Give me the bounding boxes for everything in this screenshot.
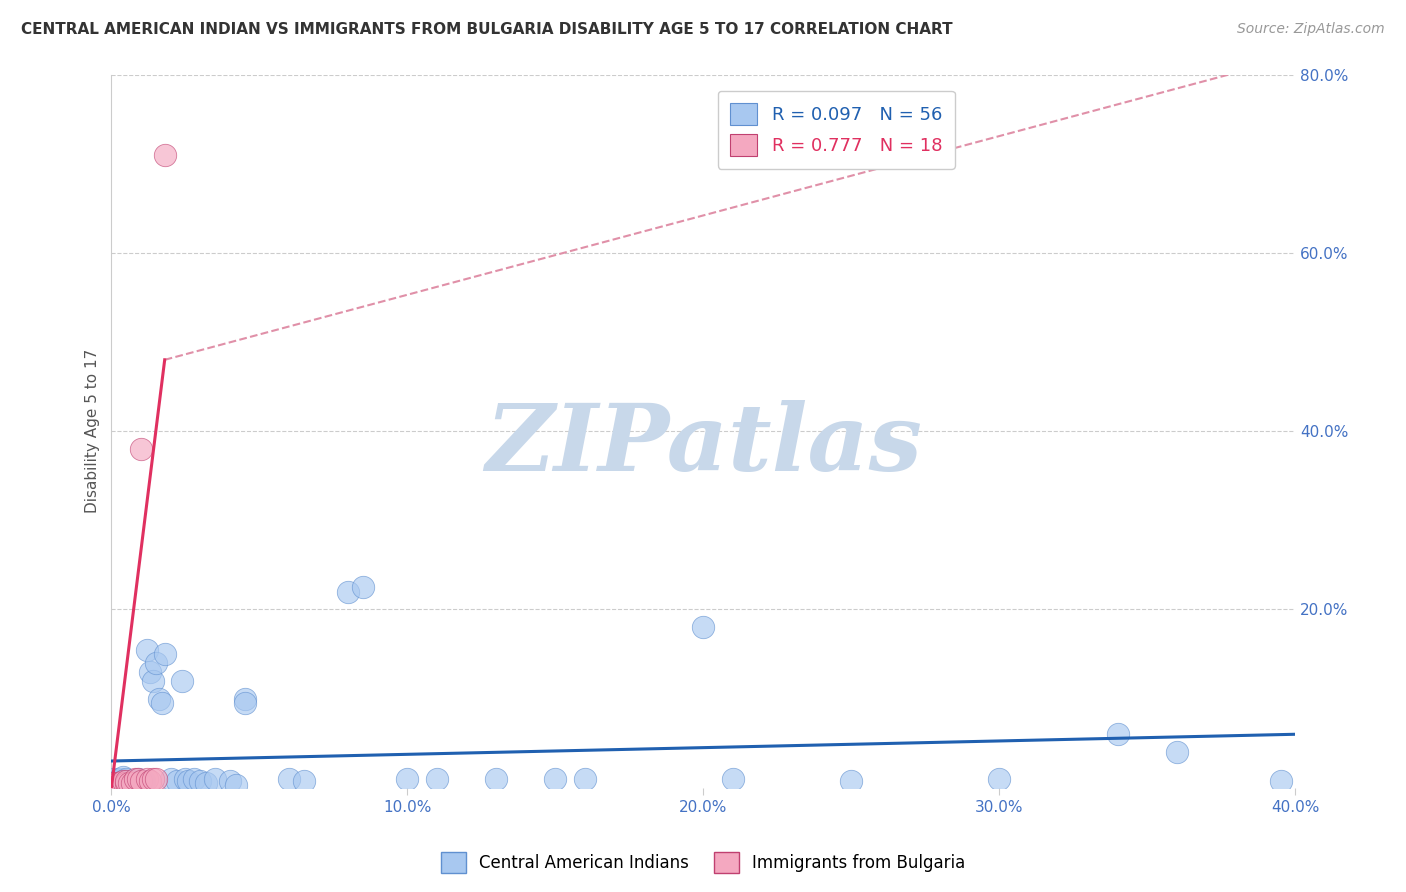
Point — [110, 775, 132, 789]
Point — [145, 772, 167, 786]
Point — [145, 656, 167, 670]
Point — [485, 772, 508, 786]
Point — [129, 776, 152, 790]
Point — [118, 776, 141, 790]
Text: Source: ZipAtlas.com: Source: ZipAtlas.com — [1237, 22, 1385, 37]
Point — [544, 772, 567, 786]
Point — [139, 773, 162, 788]
Point — [129, 442, 152, 456]
Point — [110, 778, 132, 792]
Point — [188, 773, 211, 788]
Point — [124, 776, 146, 790]
Point — [112, 773, 135, 788]
Point — [105, 773, 128, 788]
Point — [139, 665, 162, 679]
Point — [337, 584, 360, 599]
Point — [105, 776, 128, 790]
Text: ZIPatlas: ZIPatlas — [485, 401, 922, 491]
Point — [127, 775, 149, 789]
Point — [225, 778, 247, 792]
Point — [103, 772, 125, 786]
Point — [129, 773, 152, 788]
Point — [721, 772, 744, 786]
Point — [121, 776, 143, 790]
Point — [150, 696, 173, 710]
Point — [278, 772, 301, 786]
Point — [233, 696, 256, 710]
Point — [292, 773, 315, 788]
Point — [204, 772, 226, 786]
Point — [127, 772, 149, 786]
Point — [1166, 745, 1188, 759]
Point — [142, 772, 165, 786]
Point — [105, 776, 128, 790]
Point — [988, 772, 1011, 786]
Point — [115, 776, 138, 790]
Point — [115, 773, 138, 788]
Point — [159, 772, 181, 786]
Legend: Central American Indians, Immigrants from Bulgaria: Central American Indians, Immigrants fro… — [434, 846, 972, 880]
Point — [115, 772, 138, 786]
Point — [112, 773, 135, 788]
Point — [142, 673, 165, 688]
Point — [841, 773, 863, 788]
Point — [136, 642, 159, 657]
Point — [153, 147, 176, 161]
Point — [110, 772, 132, 786]
Text: CENTRAL AMERICAN INDIAN VS IMMIGRANTS FROM BULGARIA DISABILITY AGE 5 TO 17 CORRE: CENTRAL AMERICAN INDIAN VS IMMIGRANTS FR… — [21, 22, 953, 37]
Point — [124, 773, 146, 788]
Point — [172, 673, 194, 688]
Point — [153, 647, 176, 661]
Point — [124, 772, 146, 786]
Point — [118, 776, 141, 790]
Point — [112, 770, 135, 784]
Point — [218, 773, 240, 788]
Point — [352, 580, 374, 594]
Point — [574, 772, 596, 786]
Point — [129, 773, 152, 788]
Point — [121, 775, 143, 789]
Point — [174, 772, 197, 786]
Point — [110, 776, 132, 790]
Legend: R = 0.097   N = 56, R = 0.777   N = 18: R = 0.097 N = 56, R = 0.777 N = 18 — [717, 91, 955, 169]
Point — [118, 773, 141, 788]
Point — [195, 776, 218, 790]
Point — [177, 773, 200, 788]
Point — [233, 691, 256, 706]
Point — [103, 776, 125, 790]
Point — [148, 691, 170, 706]
Point — [426, 772, 449, 786]
Point — [183, 772, 205, 786]
Point — [132, 773, 155, 788]
Point — [136, 772, 159, 786]
Point — [166, 773, 188, 788]
Point — [115, 776, 138, 790]
Y-axis label: Disability Age 5 to 17: Disability Age 5 to 17 — [86, 349, 100, 513]
Point — [396, 772, 419, 786]
Point — [692, 620, 714, 634]
Point — [121, 778, 143, 792]
Point — [1270, 773, 1292, 788]
Point — [1107, 727, 1129, 741]
Point — [127, 772, 149, 786]
